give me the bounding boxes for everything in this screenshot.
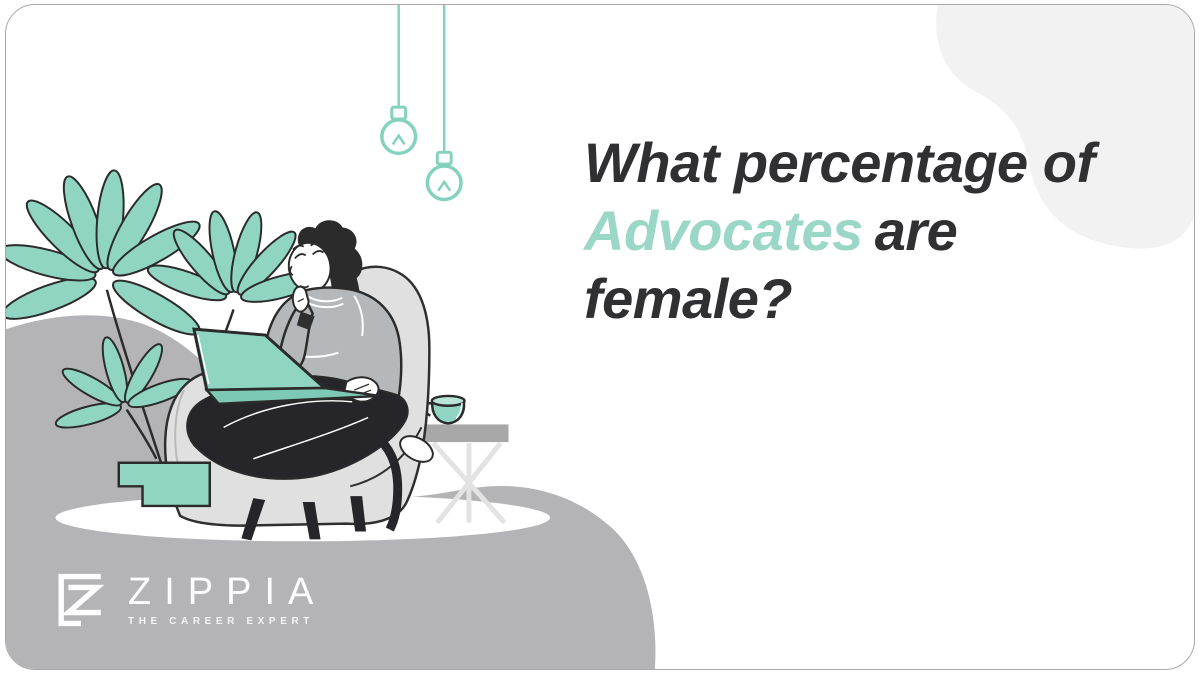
hanging-lightbulb-icon-2 (425, 5, 463, 202)
highlighted-word: Advocates (584, 199, 863, 262)
zippia-logo: ZIPPIA THE CAREER EXPERT (54, 571, 326, 629)
armchair-legs (241, 429, 403, 541)
hand-on-chin (291, 285, 310, 313)
scene-illustration (6, 5, 1194, 669)
brand-name: ZIPPIA (128, 570, 327, 613)
question-line-2: Advocates are (584, 199, 958, 262)
plant-pot (117, 461, 212, 508)
question-headline: What percentage of Advocates are female? (584, 129, 1144, 333)
side-table (398, 424, 509, 525)
laptop (192, 327, 381, 406)
sock-foot (399, 435, 434, 463)
hanging-lightbulb-icon-1 (380, 5, 418, 156)
coffee-cup (423, 394, 466, 425)
question-line-3: female? (584, 267, 793, 330)
zippia-z-icon (58, 573, 105, 627)
infographic-card: What percentage of Advocates are female? … (5, 4, 1195, 670)
corner-blob (936, 5, 1194, 249)
brand-tagline: THE CAREER EXPERT (128, 616, 314, 628)
question-line-1: What percentage of (584, 131, 1095, 194)
